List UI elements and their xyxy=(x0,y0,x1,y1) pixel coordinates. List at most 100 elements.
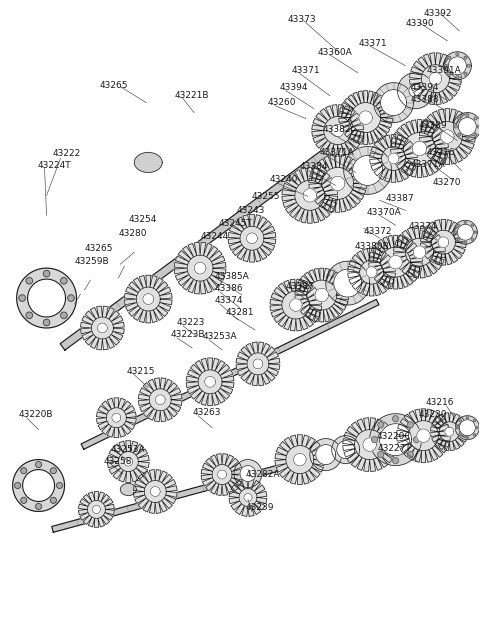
Circle shape xyxy=(466,113,469,117)
Polygon shape xyxy=(359,111,372,124)
Circle shape xyxy=(50,497,56,503)
Polygon shape xyxy=(370,134,418,182)
Text: 43244: 43244 xyxy=(200,232,228,242)
Polygon shape xyxy=(315,288,328,302)
Circle shape xyxy=(378,451,384,458)
Circle shape xyxy=(26,278,33,284)
Text: 43372: 43372 xyxy=(364,227,393,236)
Polygon shape xyxy=(409,53,461,105)
Polygon shape xyxy=(431,413,468,451)
Polygon shape xyxy=(456,416,480,439)
Polygon shape xyxy=(344,146,392,195)
Circle shape xyxy=(458,117,461,120)
Polygon shape xyxy=(294,453,306,466)
Text: 43258: 43258 xyxy=(103,456,132,465)
Polygon shape xyxy=(369,235,422,289)
Polygon shape xyxy=(457,224,473,240)
Polygon shape xyxy=(201,453,243,495)
Text: 43240: 43240 xyxy=(270,176,298,184)
Polygon shape xyxy=(240,465,256,481)
Polygon shape xyxy=(458,117,476,136)
Polygon shape xyxy=(12,460,64,512)
Text: 43253A: 43253A xyxy=(110,444,145,454)
Circle shape xyxy=(464,56,467,59)
Text: 43385A: 43385A xyxy=(214,272,249,281)
Polygon shape xyxy=(303,189,316,202)
Text: 43223: 43223 xyxy=(176,318,204,327)
Text: 43382: 43382 xyxy=(323,124,351,134)
Text: 43371: 43371 xyxy=(359,39,387,48)
Circle shape xyxy=(60,278,67,284)
Polygon shape xyxy=(81,306,124,350)
Polygon shape xyxy=(17,268,76,328)
Circle shape xyxy=(26,312,33,319)
Text: 43220C: 43220C xyxy=(377,432,411,441)
Circle shape xyxy=(408,422,413,428)
Circle shape xyxy=(15,482,21,489)
Polygon shape xyxy=(96,398,136,437)
Text: 43243: 43243 xyxy=(237,206,265,216)
Circle shape xyxy=(471,224,474,226)
Circle shape xyxy=(476,427,479,429)
Polygon shape xyxy=(438,237,449,248)
Text: 43270: 43270 xyxy=(433,178,461,188)
Circle shape xyxy=(466,436,468,439)
Polygon shape xyxy=(186,358,234,406)
Polygon shape xyxy=(295,268,348,322)
Circle shape xyxy=(458,133,461,136)
Text: 43380B: 43380B xyxy=(355,242,390,251)
Text: 43239: 43239 xyxy=(246,503,275,512)
Circle shape xyxy=(459,420,461,422)
Text: 43281: 43281 xyxy=(226,308,254,317)
Polygon shape xyxy=(97,323,108,333)
Text: 43265: 43265 xyxy=(100,81,128,89)
Circle shape xyxy=(455,125,457,128)
Text: 43371A: 43371A xyxy=(411,160,445,169)
Polygon shape xyxy=(334,269,361,297)
Polygon shape xyxy=(363,438,376,451)
Text: 43386: 43386 xyxy=(214,284,243,293)
Polygon shape xyxy=(332,436,360,463)
Circle shape xyxy=(464,221,467,223)
Polygon shape xyxy=(253,359,263,369)
Polygon shape xyxy=(339,91,393,145)
Polygon shape xyxy=(309,155,367,212)
Polygon shape xyxy=(60,94,402,350)
Circle shape xyxy=(464,241,467,243)
Text: 43230: 43230 xyxy=(419,410,447,418)
Polygon shape xyxy=(270,279,322,331)
Circle shape xyxy=(473,434,476,436)
Circle shape xyxy=(474,231,477,233)
Polygon shape xyxy=(138,378,182,422)
Text: 43387: 43387 xyxy=(286,282,314,291)
Polygon shape xyxy=(454,220,477,244)
Text: 43360A: 43360A xyxy=(318,48,352,57)
Polygon shape xyxy=(289,299,302,311)
Polygon shape xyxy=(348,249,396,296)
Text: 43216: 43216 xyxy=(426,398,455,407)
Polygon shape xyxy=(389,256,402,269)
Polygon shape xyxy=(448,57,467,75)
Text: 43245T: 43245T xyxy=(218,219,252,228)
Polygon shape xyxy=(217,470,227,479)
Polygon shape xyxy=(331,176,345,191)
Circle shape xyxy=(36,503,42,510)
Circle shape xyxy=(19,295,25,301)
Polygon shape xyxy=(120,484,136,496)
Text: 43394: 43394 xyxy=(280,82,308,92)
Polygon shape xyxy=(204,377,216,387)
Polygon shape xyxy=(373,82,413,122)
Polygon shape xyxy=(353,155,383,185)
Circle shape xyxy=(466,136,469,139)
Polygon shape xyxy=(79,491,114,527)
Circle shape xyxy=(43,270,50,277)
Polygon shape xyxy=(366,267,377,278)
Circle shape xyxy=(448,72,451,75)
Polygon shape xyxy=(454,113,480,141)
Polygon shape xyxy=(275,435,325,484)
Circle shape xyxy=(21,497,27,503)
Circle shape xyxy=(68,295,74,301)
Circle shape xyxy=(464,72,467,75)
Text: 43370A: 43370A xyxy=(367,209,402,217)
Polygon shape xyxy=(343,418,396,472)
